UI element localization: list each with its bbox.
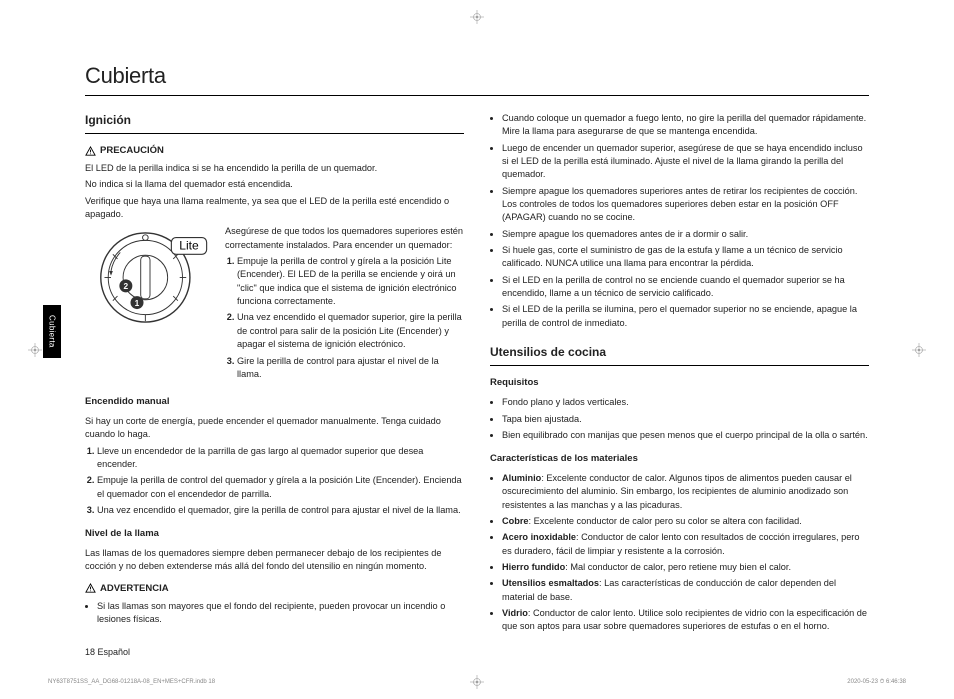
side-tab: Cubierta: [43, 305, 61, 358]
manual-step: Lleve un encendedor de la parrilla de ga…: [97, 445, 464, 472]
registration-mark-icon: [28, 343, 42, 357]
warning-icon: [85, 146, 96, 157]
material-text: : Excelente conductor de calor. Algunos …: [502, 473, 852, 510]
manual-steps: Lleve un encendedor de la parrilla de ga…: [85, 445, 464, 518]
warn-item: Luego de encender un quemador superior, …: [502, 142, 869, 182]
section-rule: [85, 133, 464, 134]
req-item: Fondo plano y lados verticales.: [502, 396, 869, 409]
material-text: : Excelente conductor de calor pero su c…: [529, 516, 802, 526]
registration-mark-icon: [470, 675, 484, 689]
requirements-list: Fondo plano y lados verticales. Tapa bie…: [490, 396, 869, 442]
ignite-intro: Asegúrese de que todos los quemadores su…: [225, 225, 464, 252]
material-item: Acero inoxidable: Conductor de calor len…: [502, 531, 869, 558]
material-item: Aluminio: Excelente conductor de calor. …: [502, 472, 869, 512]
ignition-heading: Ignición: [85, 112, 464, 129]
materials-list: Aluminio: Excelente conductor de calor. …: [490, 472, 869, 634]
warn-item: Si el LED de la perilla se ilumina, pero…: [502, 303, 869, 330]
precaution-label: PRECAUCIÓN: [100, 144, 164, 158]
warn-item: Si el LED en la perilla de control no se…: [502, 274, 869, 301]
warning-line: ADVERTENCIA: [85, 582, 464, 596]
title-rule: [85, 95, 869, 96]
warn-continued-list: Cuando coloque un quemador a fuego lento…: [490, 112, 869, 330]
utensils-heading: Utensilios de cocina: [490, 344, 869, 361]
ignite-step: Gire la perilla de control para ajustar …: [237, 355, 464, 382]
right-column: Cuando coloque un quemador a fuego lento…: [490, 112, 869, 638]
material-name: Hierro fundido: [502, 562, 565, 572]
warning-item: Si las llamas son mayores que el fondo d…: [97, 600, 464, 627]
lite-label: Lite: [179, 239, 199, 253]
material-text: : Mal conductor de calor, pero retiene m…: [565, 562, 791, 572]
ignite-steps: Empuje la perilla de control y gírela a …: [225, 255, 464, 381]
print-footer-right: 2020-05-23 ⏱ 6:46:38: [847, 678, 906, 687]
left-column: Ignición PRECAUCIÓN El LED de la perilla…: [85, 112, 464, 638]
warn-item: Siempre apague los quemadores antes de i…: [502, 228, 869, 241]
material-item: Hierro fundido: Mal conductor de calor, …: [502, 561, 869, 574]
ignition-figure-wrap: Lite 2 1 Asegúrese de que todos los quem…: [85, 225, 464, 385]
material-name: Aluminio: [502, 473, 541, 483]
material-name: Cobre: [502, 516, 529, 526]
requirements-heading: Requisitos: [490, 376, 869, 390]
material-item: Utensilios esmaltados: Las característic…: [502, 577, 869, 604]
content-columns: Ignición PRECAUCIÓN El LED de la perilla…: [85, 112, 869, 638]
warning-icon: [85, 583, 96, 594]
manual-intro: Si hay un corte de energía, puede encend…: [85, 415, 464, 442]
page-footer: 18 Español: [85, 646, 130, 659]
warn-item: Siempre apague los quemadores superiores…: [502, 185, 869, 225]
material-text: : Conductor de calor lento. Utilice solo…: [502, 608, 867, 631]
material-item: Vidrio: Conductor de calor lento. Utilic…: [502, 607, 869, 634]
registration-mark-icon: [470, 10, 484, 24]
req-item: Tapa bien ajustada.: [502, 413, 869, 426]
svg-text:2: 2: [124, 282, 129, 292]
ignition-text: Asegúrese de que todos los quemadores su…: [225, 225, 464, 385]
led-text: Verifique que haya una llama realmente, …: [85, 195, 464, 222]
flame-text: Las llamas de los quemadores siempre deb…: [85, 547, 464, 574]
warning-label: ADVERTENCIA: [100, 582, 169, 596]
warn-item: Cuando coloque un quemador a fuego lento…: [502, 112, 869, 139]
req-item: Bien equilibrado con manijas que pesen m…: [502, 429, 869, 442]
precaution-line: PRECAUCIÓN: [85, 144, 464, 158]
page-title: Cubierta: [85, 60, 869, 92]
knob-figure: Lite 2 1: [85, 225, 215, 385]
materials-heading: Características de los materiales: [490, 452, 869, 466]
warn-item: Si huele gas, corte el suministro de gas…: [502, 244, 869, 271]
knob-svg: Lite 2 1: [85, 225, 215, 330]
warning-list: Si las llamas son mayores que el fondo d…: [85, 600, 464, 627]
material-name: Utensilios esmaltados: [502, 578, 599, 588]
manual-heading: Encendido manual: [85, 395, 464, 409]
flame-heading: Nivel de la llama: [85, 527, 464, 541]
section-rule: [490, 365, 869, 366]
manual-step: Empuje la perilla de control del quemado…: [97, 474, 464, 501]
ignite-step: Empuje la perilla de control y gírela a …: [237, 255, 464, 308]
print-footer-left: NY63T8751SS_AA_DG68-01218A-08_EN+MES+CFR…: [48, 678, 215, 687]
led-text: No indica si la llama del quemador está …: [85, 178, 464, 191]
svg-text:1: 1: [135, 298, 140, 308]
material-name: Acero inoxidable: [502, 532, 576, 542]
material-name: Vidrio: [502, 608, 528, 618]
ignite-step: Una vez encendido el quemador superior, …: [237, 311, 464, 351]
material-item: Cobre: Excelente conductor de calor pero…: [502, 515, 869, 528]
led-text: El LED de la perilla indica si se ha enc…: [85, 162, 464, 175]
manual-step: Una vez encendido el quemador, gire la p…: [97, 504, 464, 517]
registration-mark-icon: [912, 343, 926, 357]
